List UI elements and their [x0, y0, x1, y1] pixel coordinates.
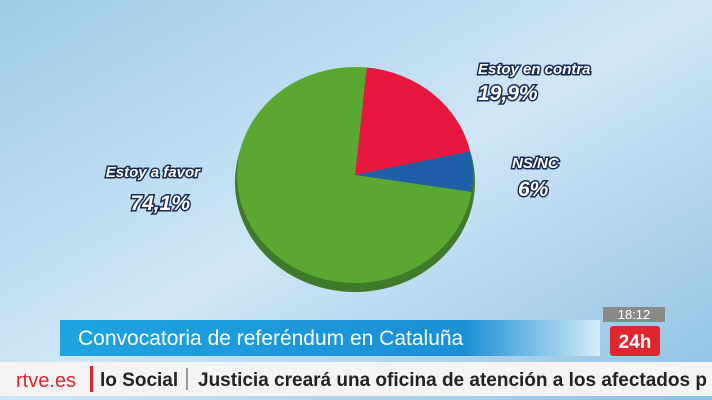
- banner: [60, 320, 600, 356]
- ticker-divider: [90, 366, 93, 392]
- clock-box: [603, 307, 665, 322]
- ticker-bar: [0, 362, 712, 396]
- channel-logo: 24h: [619, 332, 652, 353]
- ticker-logo: rtve.es: [16, 370, 76, 392]
- clock: 18:12: [618, 307, 651, 322]
- ticker-headline: Justicia creará una oficina de atención …: [198, 370, 707, 391]
- pie-slice: [355, 151, 473, 192]
- ticker-section: lo Social: [100, 370, 178, 391]
- slice-label: Estoy en contra: [478, 61, 591, 78]
- pie-labels: Estoy en contra 19,9% NS/NC 6% Estoy a favor…: [104, 60, 592, 217]
- pie: [237, 67, 473, 283]
- slice-value-label: 6%: [518, 178, 549, 201]
- slice-value-label: 74,1%: [130, 192, 190, 215]
- slice-label: Estoy a favor: [106, 164, 201, 181]
- channel-box: [610, 326, 660, 356]
- pie-slice: [355, 67, 471, 175]
- slice-value-label: 19,9%: [478, 82, 538, 105]
- banner-headline: Convocatoria de referéndum en Cataluña: [78, 327, 464, 350]
- ticker-separator: [186, 368, 188, 390]
- pie-slice: [237, 67, 472, 283]
- slice-label: NS/NC: [512, 155, 560, 172]
